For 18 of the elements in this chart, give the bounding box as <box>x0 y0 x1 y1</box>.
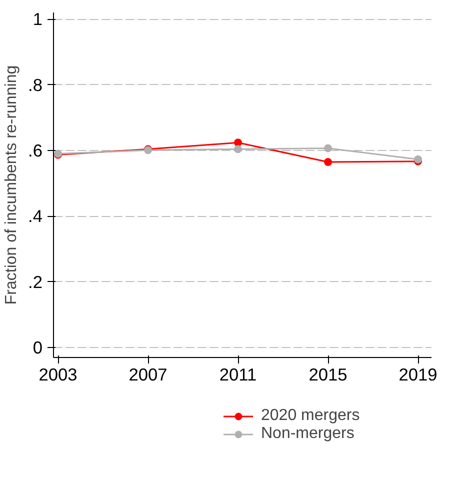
legend-label: Non-mergers <box>261 425 354 443</box>
y-tick-label: .4 <box>28 206 43 226</box>
y-tick-label: 1 <box>32 9 43 30</box>
y-tick-label: 0 <box>32 338 43 358</box>
y-tick-label: .2 <box>28 272 42 292</box>
legend-label: 2020 mergers <box>261 407 360 425</box>
point <box>234 145 242 154</box>
point <box>324 144 332 152</box>
point <box>324 158 332 166</box>
x-tick-label: 2019 <box>398 364 438 384</box>
y-tick-label: .8 <box>28 74 42 95</box>
y-tick-label: .6 <box>28 140 42 160</box>
point <box>234 138 242 147</box>
x-tick-label: 2011 <box>219 364 257 384</box>
x-tick-label: 2007 <box>128 364 168 384</box>
x-tick-label: 2015 <box>308 364 348 384</box>
y-axis-title: Fraction of incumbents re-running <box>3 65 20 305</box>
x-tick-label: 2003 <box>38 364 78 384</box>
